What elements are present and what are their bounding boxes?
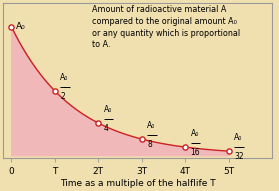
Text: A₀: A₀ xyxy=(16,22,25,31)
Point xyxy=(96,121,100,125)
Text: A₀: A₀ xyxy=(147,121,155,130)
Text: 8: 8 xyxy=(147,140,152,149)
Text: A₀: A₀ xyxy=(104,105,112,114)
Point xyxy=(183,146,187,149)
Text: A₀: A₀ xyxy=(60,73,68,82)
Text: 4: 4 xyxy=(104,124,108,133)
Point xyxy=(140,138,144,141)
Point xyxy=(52,89,57,92)
X-axis label: Time as a multiple of the halflife T: Time as a multiple of the halflife T xyxy=(60,179,216,188)
Text: A₀: A₀ xyxy=(191,129,199,138)
Text: 16: 16 xyxy=(191,148,200,157)
Point xyxy=(9,25,14,28)
Text: 32: 32 xyxy=(234,152,244,161)
Text: Amount of radioactive material A
compared to the original amount A₀
or any quant: Amount of radioactive material A compare… xyxy=(92,5,240,49)
Point xyxy=(227,150,231,153)
Text: A₀: A₀ xyxy=(234,133,242,142)
Text: 2: 2 xyxy=(60,92,65,101)
